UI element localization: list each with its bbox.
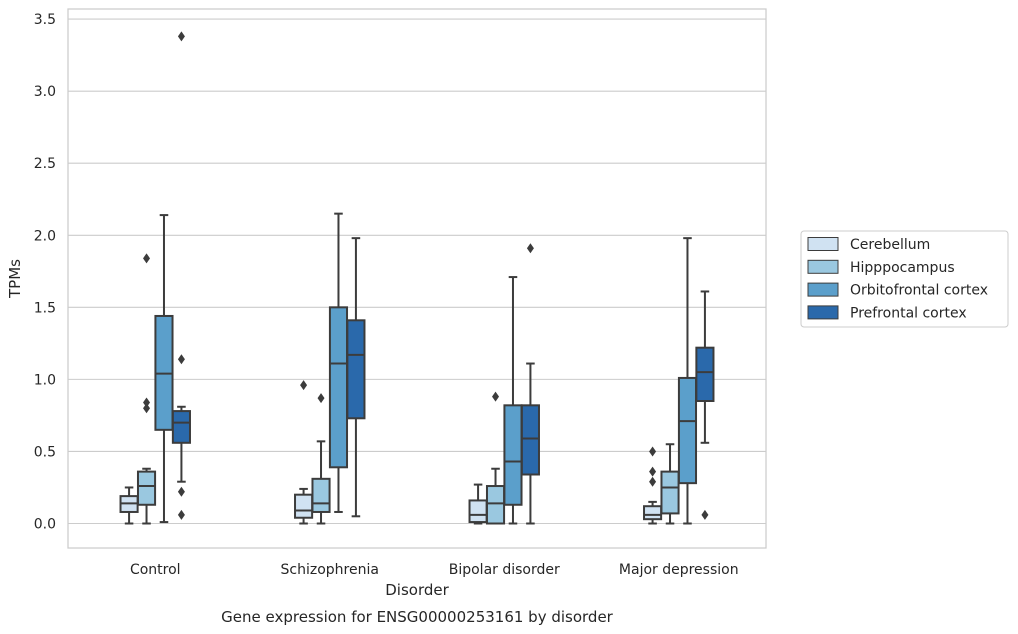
box-0-2 [154,214,174,524]
box-2-0 [468,483,488,525]
legend-swatch [807,305,839,320]
box-1-0 [294,380,314,525]
x-tick-label: Major depression [619,562,739,578]
legend-swatch [807,282,839,297]
x-axis-label: Disorder [385,581,449,599]
iqr-box [520,404,540,476]
box-0-0 [119,486,139,525]
outlier-point [143,397,151,408]
legend-frame [800,230,1009,328]
iqr-box [677,376,698,485]
iqr-box [294,493,314,519]
legend-label: Cerebellum [850,237,930,253]
iqr-box [328,306,349,469]
iqr-box [485,485,506,525]
box-3-2 [677,237,698,525]
box-1-3 [346,237,366,518]
x-tick-label: Bipolar disorder [449,562,560,578]
box-1-1 [311,393,331,525]
legend-label: Prefrontal cortex [850,305,967,321]
gridlines [68,18,766,525]
iqr-box [171,410,191,444]
outlier-point [143,253,151,264]
legend-swatch [807,237,839,251]
legend-label: Orbitofrontal cortex [850,283,988,299]
y-tick-label: 3.0 [34,84,56,100]
iqr-box [346,319,366,420]
iqr-box [660,470,680,515]
iqr-box [503,404,523,506]
legend-swatch [807,259,839,274]
y-tick-label: 2.0 [34,228,56,244]
outlier-point [701,509,709,520]
outlier-point [177,509,185,520]
box-0-3 [171,31,191,520]
x-axis-ticks: Control Schizophrenia Bipolar disorder Majo… [130,562,739,578]
box-2-1 [485,391,506,525]
iqr-box [311,477,331,513]
outlier-point [143,403,151,414]
x-tick-label: Schizophrenia [281,562,379,578]
box-2-2 [503,276,523,525]
y-tick-label: 0.5 [34,444,56,460]
y-axis-ticks: 0.0 0.5 1.0 1.5 2.0 2.5 3.0 3.5 [34,12,56,532]
y-tick-label: 3.5 [34,12,56,28]
box-0-1 [136,253,157,525]
outlier-point [649,476,657,487]
iqr-box [136,470,157,506]
y-axis-label: TPMs [6,259,24,299]
iqr-box [695,346,715,403]
outlier-point [526,243,534,254]
iqr-box [468,499,488,524]
outlier-point [649,446,657,457]
legend: Cerebellum Hipppocampus Orbitofrontal cort… [800,230,1009,328]
outlier-point [177,354,185,365]
box-1-2 [328,212,349,513]
iqr-box [643,505,663,521]
box-2-3 [520,243,540,525]
y-tick-label: 1.0 [34,372,56,388]
outlier-point [649,466,657,477]
outlier-point [177,31,185,42]
outlier-point [300,380,308,391]
legend-label: Hipppocampus [850,260,955,276]
x-tick-label: Control [130,562,181,578]
outlier-point [317,393,325,404]
box-3-3 [695,290,715,520]
outlier-point [177,486,185,497]
boxes [119,31,715,525]
y-tick-label: 0.0 [34,517,56,533]
y-tick-label: 1.5 [34,300,56,316]
outlier-point [492,391,500,402]
box-3-1 [660,443,680,525]
box-3-0 [643,446,663,525]
y-tick-label: 2.5 [34,156,56,172]
chart-caption: Gene expression for ENSG00000253161 by d… [221,608,614,626]
plot-area-frame [67,8,767,549]
